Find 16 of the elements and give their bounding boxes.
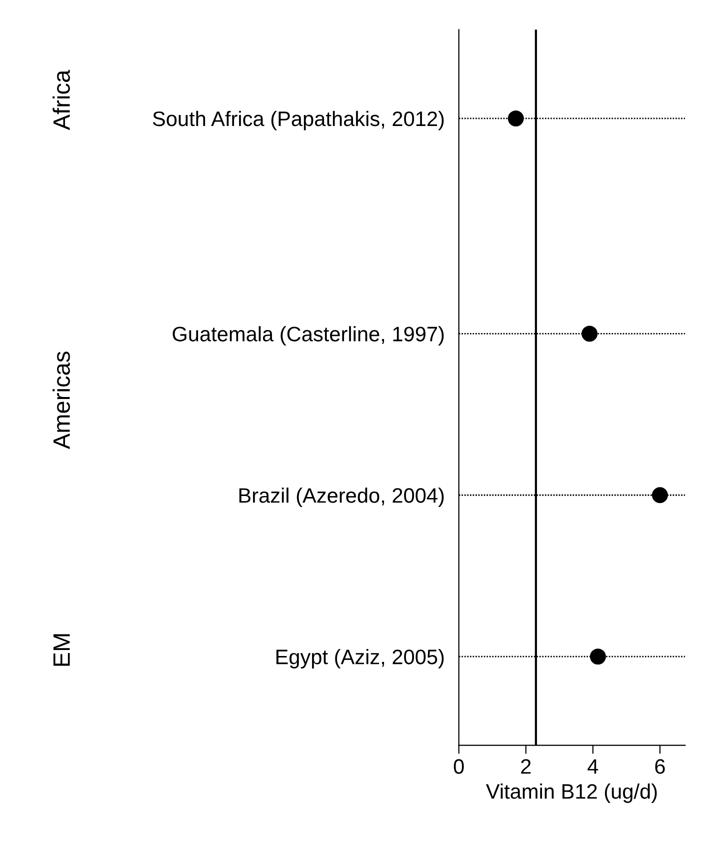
x-tick-label: 0 bbox=[454, 759, 464, 774]
y-tick-label: South Africa (Papathakis, 2012) bbox=[152, 110, 444, 130]
text: Africa bbox=[52, 70, 70, 130]
point bbox=[582, 326, 598, 342]
y-tick-label: Guatemala (Casterline, 1997) bbox=[172, 326, 444, 346]
text: EM bbox=[53, 634, 70, 666]
x-axis-title: Vitamin B12 (ug/d) bbox=[486, 784, 657, 803]
y-tick-label: Egypt (Aziz, 2005) bbox=[276, 649, 444, 668]
text: Americas bbox=[52, 352, 70, 450]
point bbox=[508, 110, 524, 126]
x-tick-label: 4 bbox=[588, 759, 598, 774]
y-tick-label: Brazil (Azeredo, 2004) bbox=[239, 488, 444, 507]
point bbox=[652, 487, 668, 504]
x-tick-label: 2 bbox=[521, 759, 531, 774]
point bbox=[590, 648, 606, 665]
x-tick-label: 6 bbox=[655, 759, 665, 774]
